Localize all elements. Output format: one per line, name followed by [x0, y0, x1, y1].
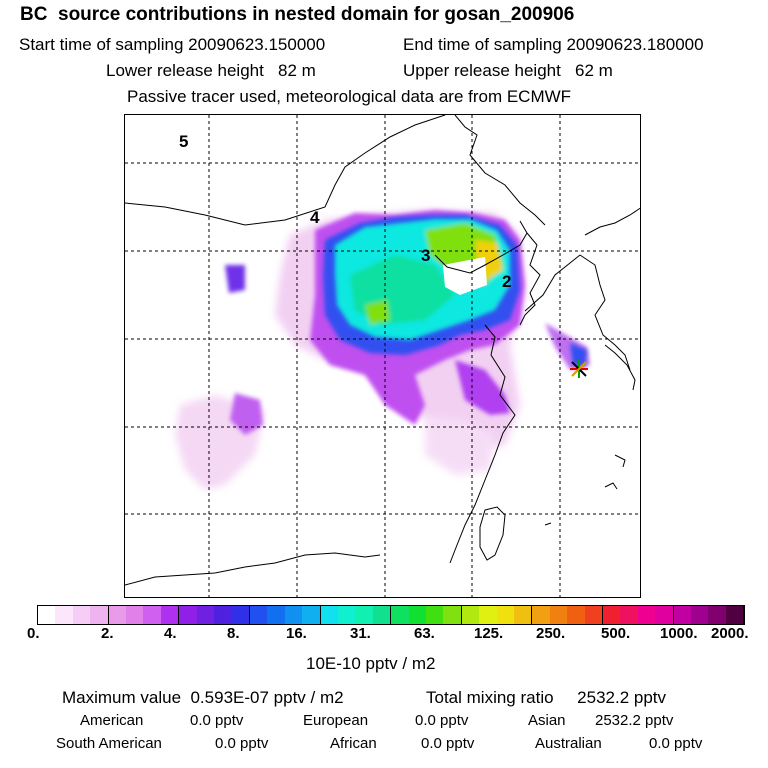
colorbar-tick: 2000.: [711, 625, 749, 642]
region-label-3: 3: [421, 246, 430, 265]
colorbar-swatch: [408, 606, 426, 624]
colorbar-swatch: [461, 606, 480, 624]
colorbar-swatch: [267, 606, 285, 624]
colorbar-tick: 31.: [350, 625, 371, 642]
colorbar-swatch: [38, 606, 56, 624]
colorbar-tick: 125.: [474, 625, 504, 642]
australian-label: Australian: [535, 735, 602, 752]
asian-label: Asian: [528, 712, 566, 729]
colorbar-swatch: [214, 606, 232, 624]
colorbar-swatch: [372, 606, 392, 624]
colorbar-swatch: [231, 606, 250, 624]
colorbar-swatch: [126, 606, 144, 624]
colorbar-tick: 1000.: [660, 625, 698, 642]
colorbar-swatch: [513, 606, 533, 624]
colorbar-swatch: [196, 606, 215, 624]
colorbar-swatch: [496, 606, 514, 624]
colorbar-swatch: [55, 606, 73, 624]
colorbar-tick: 2.: [101, 625, 114, 642]
receptor-star-icon: [570, 360, 588, 378]
colorbar-tick: 16.: [286, 625, 307, 642]
colorbar-swatch: [655, 606, 674, 624]
colorbar-tick: 4.: [164, 625, 177, 642]
american-value: 0.0 pptv: [190, 712, 244, 729]
colorbar-swatch: [708, 606, 726, 624]
coastlines: [125, 115, 640, 586]
plume-gap: [443, 257, 487, 295]
colorbar-swatch: [725, 606, 745, 624]
map-title: BC source contributions in nested domain…: [20, 4, 575, 25]
colorbar-tick: 8.: [227, 625, 240, 642]
south-american-label: South American: [56, 735, 162, 752]
asian-value: 2532.2 pptv: [595, 712, 674, 729]
colorbar-swatch: [160, 606, 180, 624]
colorbar-swatch: [249, 606, 268, 624]
end-time-label: End time of sampling 20090623.180000: [403, 35, 704, 54]
map-canvas: 5 4 3 2: [125, 115, 640, 597]
south-american-value: 0.0 pptv: [215, 735, 269, 752]
tracer-note: Passive tracer used, meteorological data…: [127, 87, 572, 106]
colorbar-swatch: [584, 606, 603, 624]
colorbar-swatch: [143, 606, 161, 624]
colorbar-tick: 63.: [414, 625, 435, 642]
colorbar-swatch: [549, 606, 568, 624]
colorbar-swatch: [532, 606, 550, 624]
region-label-2: 2: [502, 272, 511, 291]
upper-release-label: Upper release height 62 m: [403, 61, 613, 80]
colorbar-swatch: [284, 606, 303, 624]
start-time-label: Start time of sampling 20090623.150000: [19, 35, 326, 54]
colorbar-swatch: [302, 606, 321, 624]
african-value: 0.0 pptv: [421, 735, 475, 752]
map-gridlines: [125, 115, 640, 597]
colorbar-swatch: [355, 606, 373, 624]
colorbar-swatch: [391, 606, 409, 624]
european-label: European: [303, 712, 369, 729]
region-label-4: 4: [310, 208, 320, 227]
colorbar-swatch: [179, 606, 197, 624]
colorbar-swatch: [337, 606, 356, 624]
colorbar-swatch: [443, 606, 462, 624]
map-panel: 5 4 3 2: [124, 114, 641, 598]
colorbar-swatch: [603, 606, 621, 624]
colorbar-swatch: [637, 606, 656, 624]
colorbar-swatch: [479, 606, 497, 624]
african-label: African: [330, 735, 377, 752]
colorbar-tick: 500.: [601, 625, 631, 642]
colorbar-swatch: [691, 606, 709, 624]
plume-core: [335, 219, 510, 340]
colorbar-swatch: [673, 606, 692, 624]
european-value: 0.0 pptv: [415, 712, 469, 729]
total-mixing-label: Total mixing ratio 2532.2 pptv: [426, 688, 667, 707]
colorbar-swatch: [425, 606, 444, 624]
max-value-label: Maximum value 0.593E-07 pptv / m2: [62, 688, 344, 707]
colorbar-swatch: [90, 606, 109, 624]
colorbar-tick: 250.: [536, 625, 566, 642]
colorbar-unit: 10E-10 pptv / m2: [306, 654, 436, 673]
lower-release-label: Lower release height 82 m: [106, 61, 316, 80]
colorbar-tick: 0.: [27, 625, 40, 642]
american-label: American: [80, 712, 144, 729]
colorbar-swatch: [108, 606, 127, 624]
colorbar-swatch: [72, 606, 91, 624]
colorbar-swatch: [567, 606, 585, 624]
colorbar: [37, 605, 745, 625]
region-label-5: 5: [179, 132, 188, 151]
colorbar-swatch: [320, 606, 338, 624]
colorbar-swatch: [620, 606, 638, 624]
australian-value: 0.0 pptv: [649, 735, 703, 752]
